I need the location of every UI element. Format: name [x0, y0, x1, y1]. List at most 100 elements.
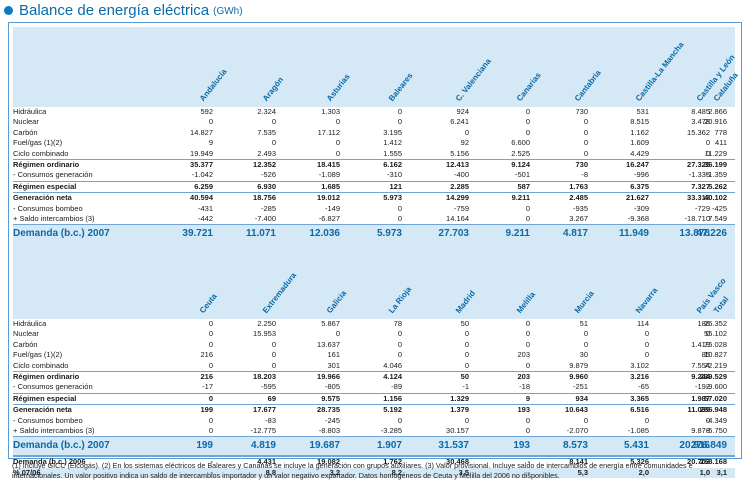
row-label: Régimen ordinario	[13, 159, 80, 169]
cell-murcia: 10.643	[565, 405, 588, 415]
cell-cantabria: -8	[581, 170, 588, 180]
row-label: + Saldo intercambios (3)	[13, 425, 95, 435]
cell-pais-vasco: 9.244	[691, 371, 710, 381]
row-label: Régimen ordinario	[13, 371, 80, 381]
cell-andalucia: -1.042	[191, 170, 213, 180]
cell-ceuta: -17	[202, 382, 213, 392]
cell-castilla-y-leon: 15.362	[687, 127, 710, 137]
cell-cataluna: 11.229	[704, 148, 727, 158]
cell-cataluna: 47.226	[696, 228, 727, 240]
column-header-extremadura: Extremadura	[260, 270, 299, 315]
cell-melilla: -	[527, 457, 531, 467]
row-label: Demanda (b.c.) 2006	[13, 457, 86, 467]
cell-canarias: 0	[525, 117, 530, 127]
cell-navarra: 0	[644, 339, 649, 349]
cell-extremadura: 15.953	[253, 329, 276, 339]
table-row-hidraulica: Hidráulica 592 2.324 1.303 0 924 0 730 531 8.485 2…	[13, 107, 735, 117]
row-label: - Consumos bombeo	[13, 415, 83, 425]
cell-castilla-y-leon: 7.327	[691, 181, 710, 191]
table-row-saldo-intercambios-3: + Saldo intercambios (3) -442 -7.400 -6.827…	[13, 214, 735, 224]
row-label: Fuel/gas (1)(2)	[13, 350, 63, 360]
table-row-nuclear: Nuclear 0 0 0 0 6.241 0 0 8.515 3.478 20.916	[13, 117, 735, 127]
cell-cantabria: 730	[575, 159, 588, 169]
cell-canarias: -501	[514, 170, 530, 180]
column-header-c-valenciana: C. Valenciana	[453, 56, 493, 103]
cell-la-rioja: 0	[397, 339, 402, 349]
cell-la-rioja: -3.285	[380, 425, 402, 435]
page-title: Balance de energía eléctrica (GWh)	[4, 0, 243, 20]
cell-cantabria: 0	[583, 117, 588, 127]
cell-baleares: 6.162	[383, 159, 402, 169]
cell-castilla-y-leon: -18.710	[684, 213, 710, 223]
cell-total: -4.349	[705, 415, 727, 425]
cell-asturias: 1.685	[321, 181, 340, 191]
cell-murcia: 8.141	[569, 457, 588, 467]
cell-murcia: -2.070	[566, 425, 588, 435]
row-label: Carbón	[13, 339, 38, 349]
column-header-cantabria: Cantabria	[572, 68, 603, 103]
cell-asturias: -1.089	[318, 170, 340, 180]
cell-navarra: 5.326	[630, 457, 649, 467]
cell-pais-vasco: 1.419	[691, 339, 710, 349]
cell-navarra: 6.516	[630, 405, 649, 415]
cell-murcia: 934	[575, 393, 588, 403]
cell-navarra: 2,0	[638, 467, 649, 477]
cell-cantabria: 2.485	[569, 193, 588, 203]
cell-asturias: 0	[335, 148, 340, 158]
cell-melilla: 203	[517, 371, 530, 381]
cell-murcia: 8.573	[562, 440, 588, 452]
table-block-2: Ceuta Extremadura Galicia La Rioja Madrid Mel…	[13, 239, 735, 479]
cell-total: 55.102	[704, 329, 727, 339]
cell-pais-vasco: 0	[705, 329, 710, 339]
cell-aragon: 0	[271, 138, 276, 148]
row-label: Carbón	[13, 127, 38, 137]
cell-ceuta: 0	[208, 329, 213, 339]
cell-madrid: 1.379	[450, 405, 469, 415]
row-label: Hidráulica	[13, 107, 47, 116]
cell-ceuta: 199	[200, 405, 213, 415]
cell-castilla-la-mancha: 11.949	[618, 228, 649, 240]
cell-aragon: 7.535	[257, 127, 276, 137]
cell-baleares: 5.973	[376, 228, 402, 240]
cell-navarra: 0	[644, 415, 649, 425]
cell-navarra: 3.365	[630, 393, 649, 403]
cell-asturias: -149	[324, 203, 340, 213]
cell-la-rioja: 0	[397, 329, 402, 339]
cell-asturias: 0	[335, 117, 340, 127]
cell-navarra: -65	[638, 382, 649, 392]
cell-extremadura: 18.203	[253, 371, 276, 381]
cell-pais-vasco: 9.878	[691, 425, 710, 435]
cell-total: 239.529	[699, 371, 727, 381]
cell-galicia: 19.687	[309, 440, 340, 452]
table-row-07-06: % 07/06 - 8,8 3,2 8,2 3,5 - 5,3 2,0 1,0 3,1	[13, 467, 735, 479]
cell-baleares: 0	[397, 203, 402, 213]
cell-castilla-y-leon: 33.318	[687, 193, 710, 203]
cell-melilla: 193	[517, 405, 530, 415]
cell-galicia: 19.082	[317, 457, 340, 467]
column-header-navarra: Navarra	[633, 285, 660, 315]
column-header-melilla: Melilla	[514, 290, 538, 315]
cell-galicia: 5.867	[321, 319, 340, 328]
column-header-band: Andalucía Aragón Asturias Baleares C. Valenc…	[13, 27, 740, 107]
table-row-fuel-gas-1-2: Fuel/gas (1)(2) 9 0 0 1.412 92 6.600 0 1.609 0 411	[13, 138, 735, 148]
cell-c-valenciana: 12.413	[446, 159, 469, 169]
cell-la-rioja: 8,2	[391, 467, 402, 477]
table-row-regimen-especial: Régimen especial 0 69 9.575 1.156 1.329 9 934 3.…	[13, 392, 735, 404]
cell-ceuta: 199	[196, 440, 213, 452]
cell-cantabria: 4.817	[562, 228, 588, 240]
cell-canarias: 2.525	[511, 148, 530, 158]
cell-extremadura: 0	[271, 339, 276, 349]
cell-cataluna: 411	[715, 138, 727, 148]
table-row-nuclear: Nuclear 0 15.953 0 0 0 0 0 0 0 55.102	[13, 329, 735, 339]
cell-murcia: 51	[579, 319, 588, 328]
cell-cantabria: 0	[583, 148, 588, 158]
column-header-band: Ceuta Extremadura Galicia La Rioja Madrid Mel…	[13, 239, 735, 319]
cell-c-valenciana: -759	[453, 203, 469, 213]
cell-c-valenciana: 2.285	[450, 181, 469, 191]
cell-castilla-la-mancha: -996	[633, 170, 649, 180]
cell-baleares: 121	[389, 181, 402, 191]
cell-extremadura: -83	[265, 415, 276, 425]
cell-madrid: -1	[462, 382, 469, 392]
cell-murcia: 0	[583, 329, 588, 339]
table-row-carbon: Carbón 14.827 7.535 17.112 3.195 0 0 0 1.162 15.3…	[13, 128, 735, 138]
